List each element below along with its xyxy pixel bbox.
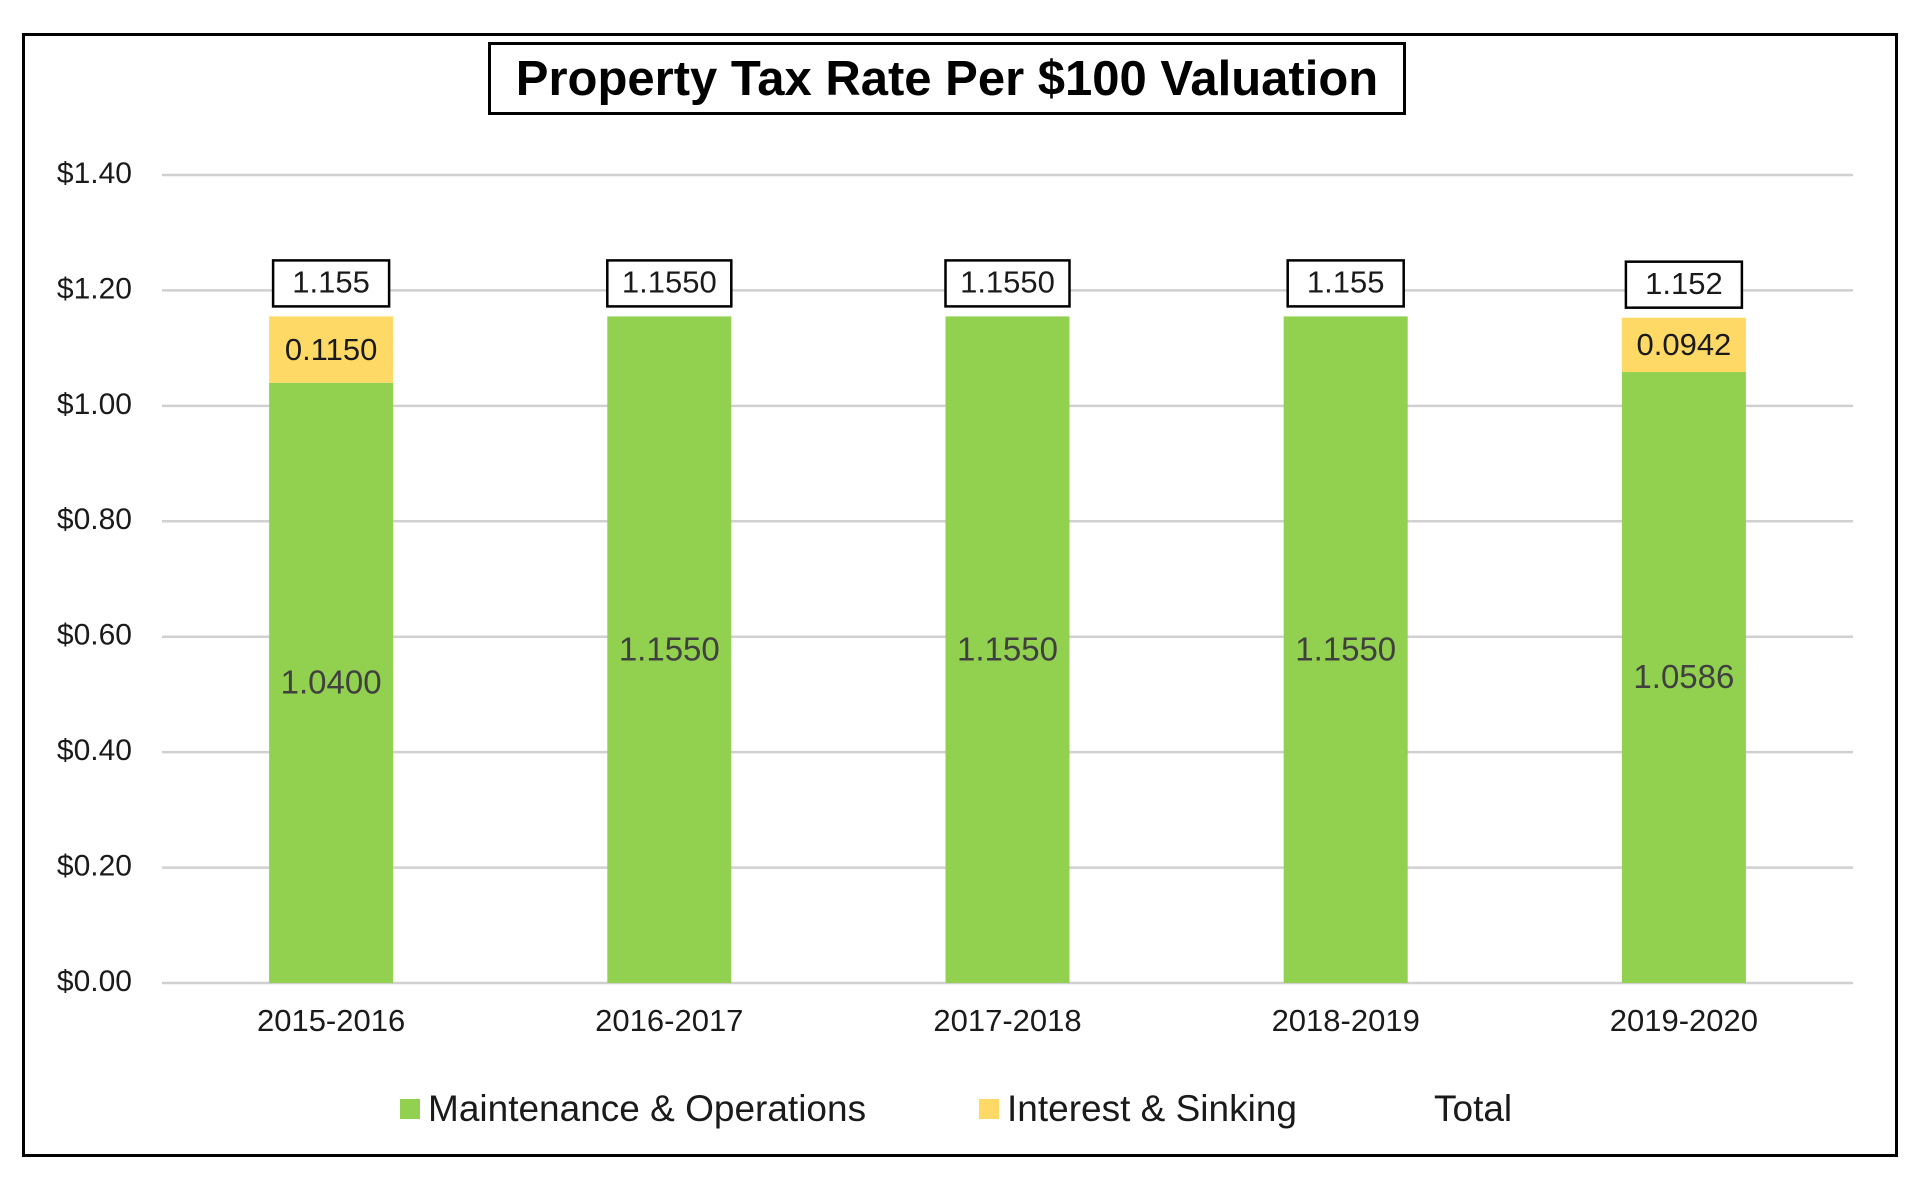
total-label-box bbox=[1286, 259, 1405, 308]
total-label: 1.1550 bbox=[622, 265, 717, 300]
y-tick-label: $0.20 bbox=[57, 849, 132, 882]
bar-maintenance bbox=[269, 382, 394, 983]
data-label-maintenance: 1.1550 bbox=[1295, 630, 1396, 667]
total-label: 1.152 bbox=[1645, 266, 1723, 301]
data-label-maintenance: 1.0586 bbox=[1633, 658, 1734, 695]
y-tick-label: $1.40 bbox=[57, 157, 132, 190]
x-tick-label: 2018-2019 bbox=[1272, 1003, 1420, 1038]
y-tick-label: $1.20 bbox=[57, 272, 132, 305]
chart-frame bbox=[22, 33, 1898, 1157]
data-label-interest: 0.1150 bbox=[285, 332, 378, 367]
legend-item-maintenance: Maintenance & Operations bbox=[400, 1088, 866, 1130]
legend-swatch-interest bbox=[979, 1099, 999, 1119]
y-tick-label: $0.80 bbox=[57, 503, 132, 536]
legend-item-interest: Interest & Sinking bbox=[979, 1088, 1297, 1130]
total-label: 1.155 bbox=[292, 265, 370, 300]
y-tick-label: $0.40 bbox=[57, 734, 132, 767]
legend: Maintenance & Operations Interest & Sink… bbox=[0, 1088, 1920, 1138]
x-tick-label: 2019-2020 bbox=[1610, 1003, 1758, 1038]
chart-title: Property Tax Rate Per $100 Valuation bbox=[515, 51, 1379, 106]
total-label-box bbox=[606, 259, 733, 308]
total-label: 1.155 bbox=[1307, 265, 1385, 300]
x-tick-label: 2016-2017 bbox=[595, 1003, 743, 1038]
total-label-box bbox=[944, 259, 1071, 308]
legend-label-maintenance: Maintenance & Operations bbox=[428, 1088, 867, 1129]
y-tick-label: $1.00 bbox=[57, 388, 132, 421]
data-label-maintenance: 1.1550 bbox=[619, 630, 720, 667]
bar-interest bbox=[1621, 317, 1746, 373]
data-label-maintenance: 1.1550 bbox=[957, 630, 1058, 667]
legend-item-total: Total bbox=[1434, 1088, 1512, 1130]
y-tick-label: $0.00 bbox=[57, 965, 132, 998]
total-label-box bbox=[1624, 260, 1744, 309]
total-label-box bbox=[271, 259, 391, 308]
data-label-maintenance: 1.0400 bbox=[281, 664, 382, 701]
bar-maintenance bbox=[1621, 372, 1746, 983]
x-tick-label: 2015-2016 bbox=[257, 1003, 405, 1038]
legend-swatch-maintenance bbox=[400, 1099, 420, 1119]
legend-label-interest: Interest & Sinking bbox=[1007, 1088, 1297, 1129]
bar-interest bbox=[269, 316, 394, 383]
legend-label-total: Total bbox=[1434, 1088, 1513, 1129]
bar-maintenance bbox=[607, 316, 732, 983]
data-label-interest: 0.0942 bbox=[1636, 327, 1731, 362]
bar-maintenance bbox=[1283, 316, 1408, 983]
x-tick-label: 2017-2018 bbox=[933, 1003, 1081, 1038]
bar-maintenance bbox=[945, 316, 1070, 983]
chart-title-box: Property Tax Rate Per $100 Valuation bbox=[488, 42, 1406, 115]
total-label: 1.1550 bbox=[960, 265, 1055, 300]
y-tick-label: $0.60 bbox=[57, 619, 132, 652]
